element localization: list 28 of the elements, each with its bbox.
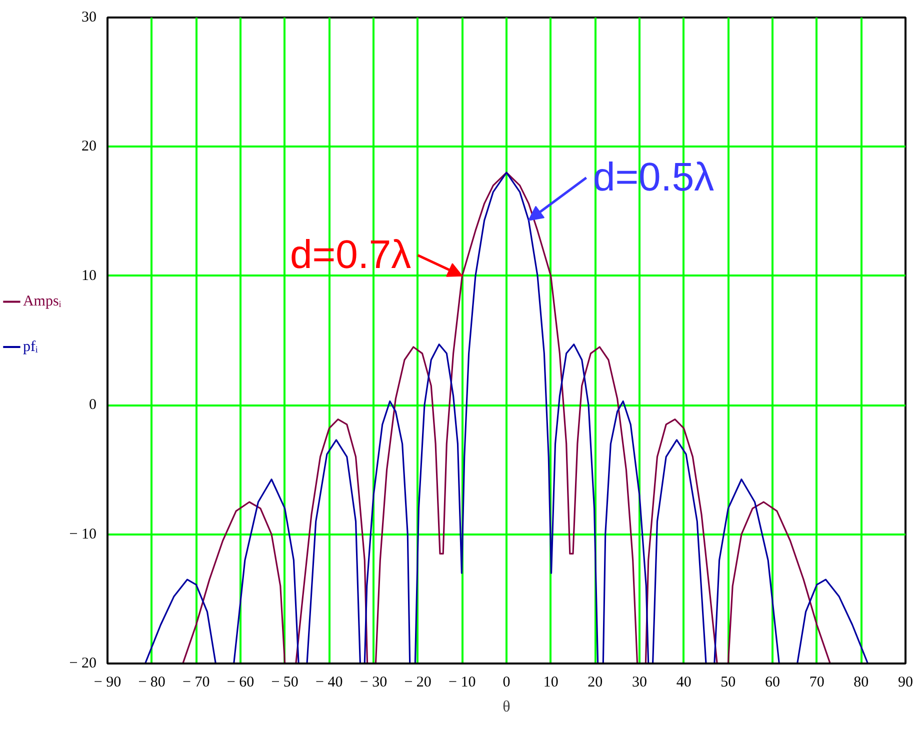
x-tick-label: − 20 (404, 674, 432, 690)
x-tick-label: 10 (543, 674, 558, 690)
legend-label: Ampsᵢ (22, 294, 62, 310)
y-tick-label: − 10 (69, 526, 97, 542)
x-tick-label: 70 (809, 674, 824, 690)
x-tick-label: − 70 (182, 674, 210, 690)
y-tick-label: 0 (89, 397, 96, 414)
x-tick-label: − 50 (271, 674, 298, 690)
y-tick-label: 10 (82, 268, 96, 284)
legend-label: pfᵢ (22, 338, 38, 355)
x-tick-label: − 30 (360, 674, 388, 690)
y-tick-label: − 20 (69, 656, 97, 672)
x-tick-label: 80 (854, 674, 869, 690)
x-tick-label: − 60 (226, 674, 254, 690)
x-axis-title: θ (502, 698, 510, 716)
y-tick-label: 20 (82, 138, 96, 155)
x-tick-label: 40 (676, 674, 692, 690)
x-tick-label: 50 (720, 674, 736, 690)
x-tick-label: − 80 (138, 674, 166, 690)
y-tick-label: 30 (82, 10, 96, 26)
x-tick-label: 90 (898, 674, 913, 690)
x-tick-label: 60 (765, 674, 780, 690)
x-tick-label: 20 (588, 674, 603, 690)
x-tick-label: − 90 (94, 674, 122, 690)
x-tick-label: − 40 (316, 674, 343, 690)
x-tick-label: 0 (502, 674, 510, 690)
x-tick-label: − 10 (448, 674, 476, 690)
x-tick-label: 30 (632, 674, 647, 690)
